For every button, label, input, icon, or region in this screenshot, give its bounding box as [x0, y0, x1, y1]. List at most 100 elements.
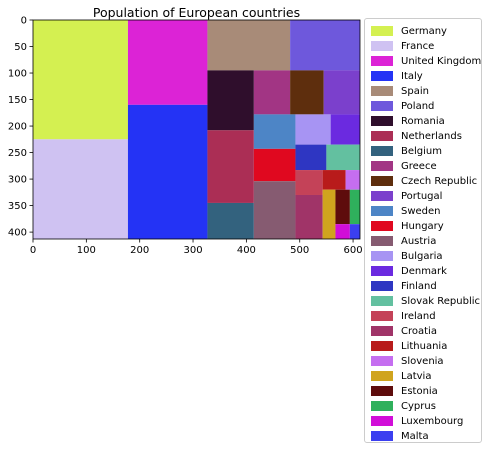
legend-label: United Kingdom	[401, 55, 482, 67]
legend-item: Hungary	[371, 219, 444, 233]
x-tick-label: 600	[344, 245, 363, 256]
legend-swatch	[371, 131, 393, 141]
legend-label: Netherlands	[401, 130, 462, 142]
legend-swatch	[371, 341, 393, 351]
y-tick-label: 300	[8, 175, 27, 186]
legend-swatch	[371, 251, 393, 261]
treemap-cell-finland	[295, 144, 327, 171]
legend-label: Austria	[401, 235, 437, 247]
legend-swatch	[371, 221, 393, 231]
x-tick-label: 500	[290, 245, 309, 256]
legend-label: Lithuania	[401, 340, 448, 352]
legend-label: Ireland	[401, 310, 436, 322]
x-tick-label: 100	[77, 245, 96, 256]
legend-item: Cyprus	[371, 399, 436, 413]
treemap-cell-hungary	[253, 148, 296, 182]
x-tick-label: 300	[183, 245, 202, 256]
legend-swatch	[371, 41, 393, 51]
legend-swatch	[371, 311, 393, 321]
legend-swatch	[371, 416, 393, 426]
y-tick-label: 150	[8, 95, 27, 106]
legend-label: Croatia	[401, 325, 437, 337]
legend-label: Portugal	[401, 190, 443, 202]
treemap-cell-slovenia	[345, 170, 360, 190]
legend-label: Italy	[401, 70, 423, 82]
legend-item: Estonia	[371, 384, 438, 398]
legend-swatch	[371, 326, 393, 336]
legend-swatch	[371, 191, 393, 201]
legend-label: Germany	[401, 25, 447, 37]
x-tick-label: 200	[130, 245, 149, 256]
treemap-cell-poland	[290, 20, 360, 71]
legend-label: Luxembourg	[401, 415, 464, 427]
y-tick-label: 0	[21, 16, 27, 27]
legend: Germany France United Kingdom Italy Spain Pol…	[364, 18, 482, 443]
treemap-cell-romania	[207, 70, 254, 131]
legend-label: Latvia	[401, 370, 432, 382]
treemap-cell-belgium	[207, 202, 254, 239]
legend-swatch	[371, 431, 393, 441]
treemap-cell-malta	[349, 224, 360, 239]
legend-label: Slovenia	[401, 355, 444, 367]
legend-label: Spain	[401, 85, 429, 97]
legend-item: Romania	[371, 114, 445, 128]
treemap-cell-united-kingdom	[127, 20, 208, 105]
legend-swatch	[371, 281, 393, 291]
y-tick-label: 50	[14, 42, 27, 53]
treemap-cell-slovak-republic	[326, 144, 360, 171]
axis-ticks: 0 100 200 300 400 500 600 0 50 100 150 200 250 300 350…	[8, 16, 363, 257]
legend-item: Italy	[371, 69, 423, 83]
legend-label: Romania	[401, 115, 445, 127]
legend-swatch	[371, 161, 393, 171]
legend-swatch	[371, 56, 393, 66]
legend-swatch	[371, 101, 393, 111]
legend-item: Czech Republic	[371, 174, 477, 188]
treemap-cell-italy	[127, 104, 208, 239]
legend-label: Greece	[401, 160, 437, 172]
legend-label: Bulgaria	[401, 250, 443, 262]
treemap-cell-greece	[253, 70, 291, 115]
treemap-cell-bulgaria	[295, 114, 331, 145]
legend-label: Belgium	[401, 145, 442, 157]
y-tick-label: 100	[8, 69, 27, 80]
treemap-cell-estonia	[335, 189, 350, 225]
y-tick-label: 350	[8, 201, 27, 212]
legend-item: Portugal	[371, 189, 442, 203]
legend-item: Ireland	[371, 309, 436, 323]
legend-swatch	[371, 356, 393, 366]
legend-item: Austria	[371, 234, 436, 248]
legend-label: Estonia	[401, 385, 438, 397]
legend-item: Spain	[371, 84, 429, 98]
legend-swatch	[371, 26, 393, 36]
treemap-cell-france	[33, 139, 128, 239]
x-tick-label: 400	[237, 245, 256, 256]
legend-item: Finland	[371, 279, 437, 293]
legend-swatch	[371, 371, 393, 381]
treemap-cell-portugal	[323, 70, 360, 115]
legend-swatch	[371, 266, 393, 276]
legend-swatch	[371, 236, 393, 246]
legend-item: Sweden	[371, 204, 441, 218]
axes-frame	[32, 19, 361, 240]
legend-label: Finland	[401, 280, 437, 292]
legend-swatch	[371, 86, 393, 96]
treemap-cell-croatia	[295, 194, 323, 239]
chart-title: Population of European countries	[92, 5, 301, 20]
legend-item: Denmark	[371, 264, 447, 278]
legend-item: Poland	[371, 99, 434, 113]
legend-item: Germany	[371, 24, 447, 38]
legend-label: Hungary	[401, 220, 444, 232]
legend-label: Slovak Republic	[401, 295, 480, 307]
legend-item: Lithuania	[371, 339, 447, 353]
x-tick-label: 0	[30, 245, 36, 256]
treemap-cell-luxembourg	[335, 224, 350, 239]
legend-swatch	[371, 401, 393, 411]
treemap-cell-austria	[253, 181, 296, 239]
legend-item: Slovak Republic	[371, 294, 480, 308]
legend-swatch	[371, 206, 393, 216]
treemap-cell-netherlands	[207, 130, 254, 203]
legend-item: United Kingdom	[371, 54, 481, 68]
legend-item: Croatia	[371, 324, 437, 338]
treemap-cells	[33, 20, 360, 239]
